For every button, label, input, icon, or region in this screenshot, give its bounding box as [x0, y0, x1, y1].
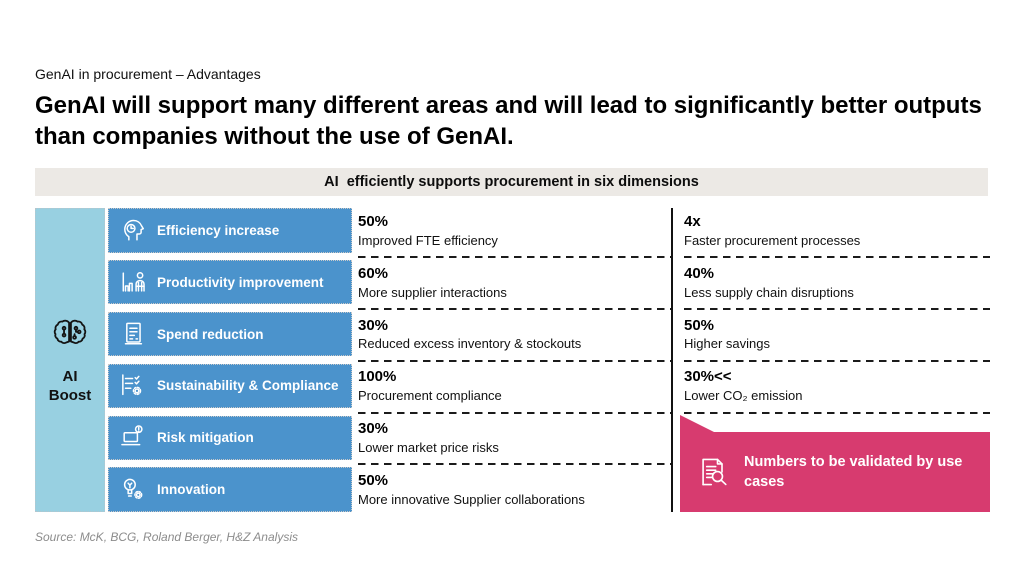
stat-productivity: 60% More supplier interactions: [358, 260, 671, 301]
dimension-label: Risk mitigation: [157, 430, 254, 446]
sidebar-label-line2: Boost: [48, 387, 92, 404]
stat-desc: Higher savings: [684, 336, 770, 352]
stat-desc: Lower CO₂ emission: [684, 388, 803, 404]
right-stats-column: 4x Faster procurement processes 40% Less…: [684, 208, 990, 512]
content-area: AI Boost Efficiency increase Productivi: [35, 208, 990, 512]
stat-emission: 30%<< Lower CO₂ emission: [684, 363, 990, 404]
stat-desc: Improved FTE efficiency: [358, 232, 498, 248]
stat-value: 30%<<: [684, 368, 732, 386]
stat-risk: 30% Lower market price risks: [358, 415, 671, 456]
sidebar-label-line1: AI: [62, 368, 78, 386]
dashed-divider: [684, 307, 990, 310]
stat-desc: Less supply chain disruptions: [684, 284, 854, 300]
lightbulb-gear-icon: [123, 478, 143, 499]
dimension-label: Productivity improvement: [157, 274, 324, 290]
mid-stats-column: 50% Improved FTE efficiency 60% More sup…: [358, 208, 671, 512]
document-magnifier-icon: [702, 458, 727, 486]
stat-sustainability: 100% Procurement compliance: [358, 363, 671, 404]
head-clock-icon: [124, 220, 144, 241]
dimension-efficiency: Efficiency increase: [108, 208, 352, 253]
stat-value: 60%: [358, 264, 389, 282]
callout-tail: [680, 415, 714, 432]
dashed-divider: [358, 411, 671, 414]
dimension-productivity: Productivity improvement: [108, 259, 352, 305]
dashed-divider: [684, 359, 990, 362]
dimension-spend: Spend reduction: [108, 311, 352, 357]
stat-desc: Procurement compliance: [358, 388, 502, 404]
stat-value: 4x: [684, 213, 701, 230]
ai-boost-sidebar: AI Boost: [35, 208, 105, 512]
stat-savings: 50% Higher savings: [684, 312, 990, 353]
dimension-risk: Risk mitigation: [108, 415, 352, 461]
stat-desc: Reduced excess inventory & stockouts: [358, 336, 582, 352]
stat-value: 40%: [684, 264, 715, 282]
section-banner: AI efficiently supports procurement in s…: [35, 168, 988, 196]
stat-value: 50%: [358, 213, 389, 230]
stat-value: 30%: [358, 316, 389, 334]
stat-disruptions: 40% Less supply chain disruptions: [684, 260, 990, 301]
dimension-label: Sustainability & Compliance: [157, 378, 339, 394]
dashed-divider: [358, 256, 671, 258]
source-note: Source: McK, BCG, Roland Berger, H&Z Ana…: [35, 530, 298, 544]
dashed-divider: [684, 256, 990, 258]
validation-callout: Numbers to be validated by use cases: [680, 432, 990, 512]
dimension-innovation: Innovation: [108, 467, 352, 512]
dimension-label: Spend reduction: [157, 326, 264, 342]
dashed-divider: [358, 463, 671, 466]
stat-value: 50%: [358, 472, 389, 489]
laptop-alert-icon: [121, 425, 143, 446]
stat-innovation: 50% More innovative Supplier collaborati…: [358, 467, 671, 508]
stat-value: 100%: [358, 368, 397, 386]
dimension-label: Innovation: [157, 482, 226, 498]
dashed-divider: [358, 359, 671, 362]
stat-desc: Faster procurement processes: [684, 232, 861, 248]
stat-value: 30%: [358, 420, 389, 438]
stat-value: 50%: [684, 316, 715, 334]
document-list-icon: [124, 322, 143, 345]
dimension-label: Efficiency increase: [157, 222, 280, 238]
person-bar-chart-icon: [122, 272, 145, 292]
stat-efficiency: 50% Improved FTE efficiency: [358, 208, 671, 249]
stat-desc: More innovative Supplier collaborations: [358, 491, 585, 507]
stat-desc: Lower market price risks: [358, 439, 499, 455]
callout-text: Numbers to be validated by use cases: [744, 453, 963, 490]
stat-desc: More supplier interactions: [358, 284, 507, 300]
dashed-divider: [684, 411, 990, 414]
dimension-sustainability: Sustainability & Compliance: [108, 363, 352, 409]
checklist-gear-icon: [122, 374, 142, 396]
stat-spend: 30% Reduced excess inventory & stockouts: [358, 312, 671, 353]
eyebrow: GenAI in procurement – Advantages: [35, 66, 261, 82]
brain-circuit-icon: [53, 320, 87, 345]
page-title: GenAI will support many different areas …: [35, 92, 982, 151]
column-divider: [671, 208, 673, 512]
dimension-boxes: Efficiency increase Productivity improve…: [108, 208, 352, 512]
stat-speed: 4x Faster procurement processes: [684, 208, 990, 249]
dashed-divider: [358, 307, 671, 310]
